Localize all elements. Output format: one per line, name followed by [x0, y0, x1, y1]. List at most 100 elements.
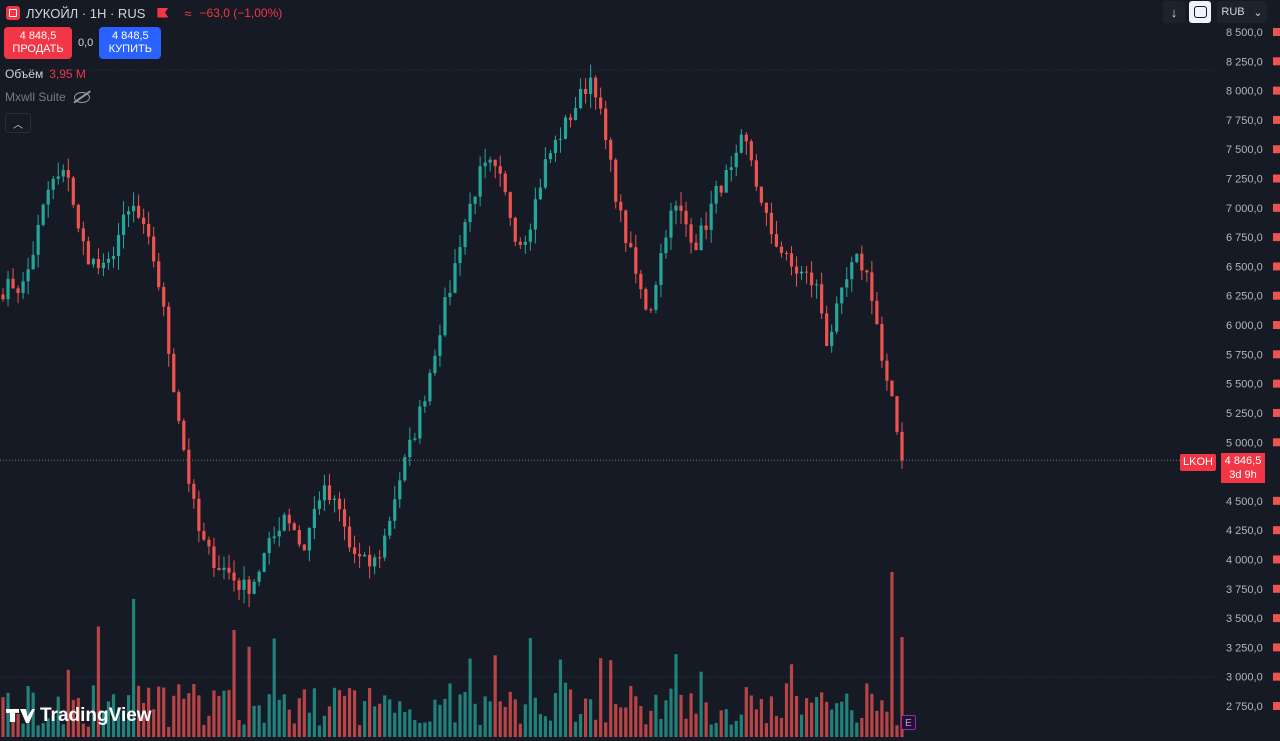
currency-select[interactable]: RUB ⌄ [1217, 1, 1267, 23]
volume-bar [609, 660, 613, 737]
candle-body [870, 272, 874, 301]
axis-edge-mark [1273, 28, 1280, 36]
candle-body [242, 579, 246, 590]
symbol-title[interactable]: ЛУКОЙЛ · 1H · RUS [26, 5, 146, 21]
candle-body [202, 531, 206, 540]
sell-button[interactable]: 4 848,5 ПРОДАТЬ [4, 27, 72, 59]
volume-bar [337, 690, 342, 737]
volume-bar [870, 693, 874, 737]
volume-bar [684, 718, 688, 737]
volume-bar [11, 713, 15, 737]
volume-bar [282, 694, 286, 737]
candle-body [262, 553, 266, 572]
eye-off-icon[interactable] [73, 91, 90, 103]
candle-body [714, 185, 718, 204]
axis-edge-mark [1273, 702, 1280, 710]
y-tick-label: 5 500,0 [1226, 379, 1263, 391]
volume-bar [739, 714, 743, 737]
candle-body [774, 234, 779, 247]
volume-bar [398, 701, 402, 737]
volume-bar [247, 646, 251, 737]
fullscreen-button[interactable] [1189, 1, 1211, 23]
price-change: −63,0 (−1,00%) [199, 6, 283, 20]
volume-bar [167, 726, 171, 737]
volume-bar [468, 658, 472, 737]
candle-body [689, 224, 693, 243]
volume-bar [604, 722, 608, 737]
candle-body [684, 210, 688, 225]
volume-bar [885, 711, 889, 737]
volume-bar [423, 722, 427, 737]
bar-countdown: 3d 9h [1229, 469, 1257, 481]
volume-bar [634, 696, 638, 737]
volume-bar [769, 696, 774, 737]
volume-bar [443, 698, 447, 737]
candle-body [408, 439, 412, 458]
candle-body [739, 134, 743, 153]
axis-edge-mark [1273, 174, 1280, 183]
volume-bar [207, 715, 211, 737]
volume-bar [599, 658, 603, 737]
candle-body [418, 406, 422, 439]
axis-edge-mark [1273, 145, 1280, 154]
candle-body [568, 117, 573, 121]
candle-body [754, 160, 758, 187]
volume-legend[interactable]: Объём 3,95 M [5, 67, 86, 81]
candle-body [121, 214, 126, 235]
buy-button[interactable]: 4 848,5 КУПИТЬ [99, 27, 162, 59]
volume-bar [548, 720, 553, 737]
y-tick-label: 7 250,0 [1226, 174, 1263, 186]
volume-bar [845, 693, 849, 737]
candle-body [458, 247, 462, 264]
candle-body [483, 162, 487, 167]
volume-bar [438, 704, 442, 737]
volume-bar [714, 723, 718, 737]
symbol-legend[interactable]: ЛУКОЙЛ · 1H · RUS ≈ −63,0 (−1,00%) [6, 4, 282, 22]
earnings-marker-icon[interactable]: E [901, 715, 916, 730]
candle-body [704, 225, 708, 230]
candle-body [518, 241, 522, 245]
volume-bar [111, 694, 116, 737]
volume-bar [809, 702, 814, 737]
candle-body [6, 278, 10, 300]
volume-bar [860, 717, 864, 737]
volume-bar [142, 702, 146, 737]
collapse-legend-button[interactable]: ︿ [5, 113, 31, 133]
candle-body [594, 77, 598, 98]
volume-bar [779, 717, 784, 737]
candle-body [51, 178, 55, 190]
volume-bar [850, 710, 854, 737]
candle-body [137, 205, 141, 218]
volume-bar [689, 693, 693, 737]
candle-body [804, 271, 809, 273]
volume-bar [327, 706, 332, 737]
scroll-down-button[interactable]: ↓ [1163, 1, 1185, 23]
candle-body [875, 300, 879, 325]
candle-body [302, 544, 306, 551]
candle-body [498, 166, 502, 174]
volume-bar [558, 659, 563, 737]
candle-body [36, 224, 40, 255]
volume-bar [393, 712, 397, 737]
candle-body [347, 526, 352, 548]
volume-bar [563, 682, 568, 737]
candle-body [900, 431, 904, 461]
candle-body [809, 272, 814, 286]
candle-body [342, 509, 347, 527]
volume-bar [709, 724, 713, 737]
volume-bar [147, 687, 151, 737]
candle-body [26, 269, 30, 282]
volume-bar [875, 710, 879, 737]
volume-bar [895, 725, 899, 737]
volume-bar [825, 701, 829, 737]
candle-body [674, 205, 678, 211]
volume-bar [363, 701, 367, 737]
y-tick-label: 7 750,0 [1226, 115, 1263, 127]
candle-body [634, 247, 638, 274]
candle-body [784, 252, 789, 254]
indicator-legend[interactable]: Mxwll Suite [5, 90, 90, 104]
symbol-logo-icon [6, 6, 20, 20]
flag-icon[interactable] [157, 8, 168, 19]
tradingview-logo[interactable]: TradingView [6, 705, 152, 727]
